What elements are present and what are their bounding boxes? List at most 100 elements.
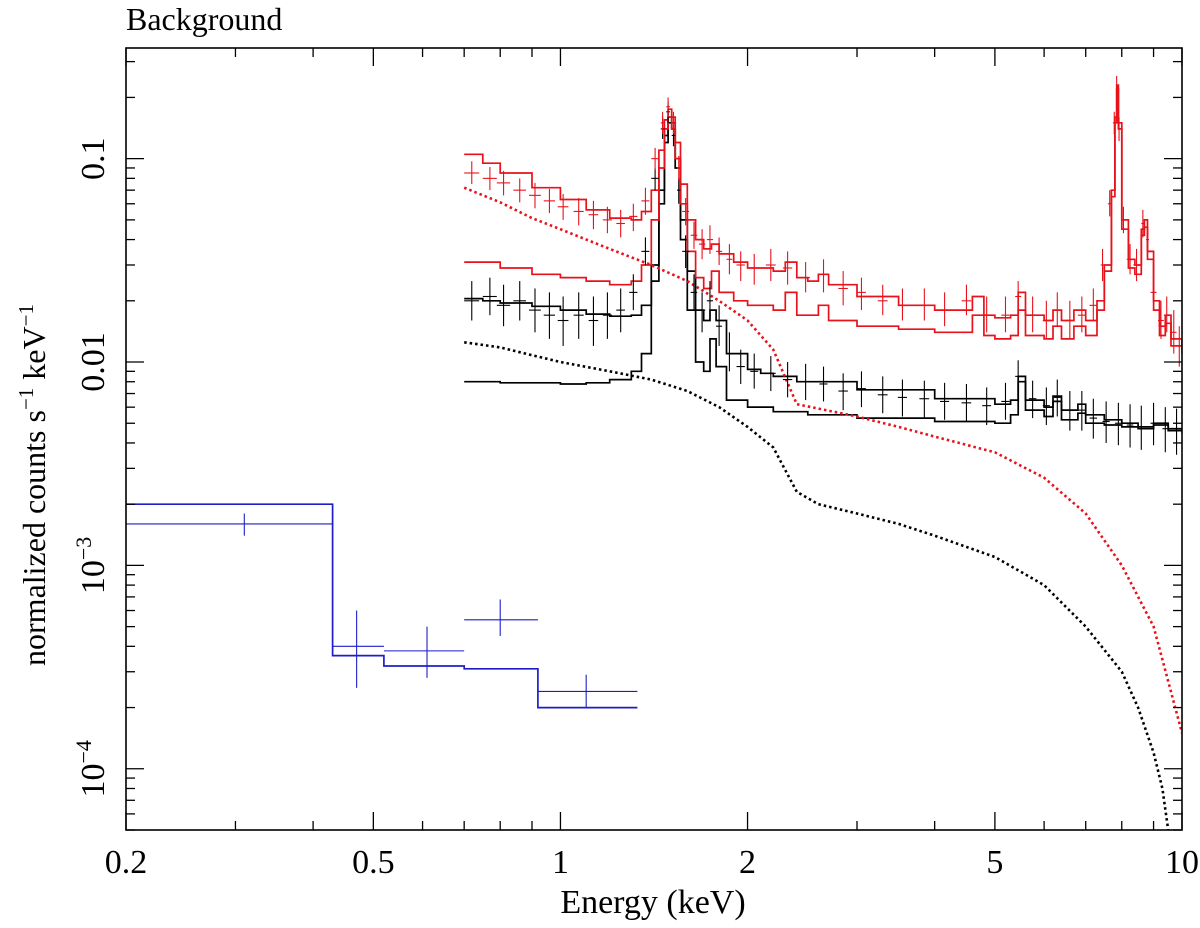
black-data-point [1042, 387, 1050, 426]
red-data-point [706, 225, 714, 254]
x-tick-label: 5 [986, 844, 1003, 881]
black-model-total-line [464, 116, 1182, 431]
plot-area [126, 75, 1182, 830]
series-black-data [464, 101, 1180, 455]
black-data-point [641, 237, 650, 265]
red-data-point [1158, 300, 1164, 339]
y-axis-label-sup2: −1 [14, 304, 38, 326]
black-data-point [706, 281, 714, 321]
red-data-point [616, 209, 625, 238]
y-tick-label: 10−3 [71, 537, 112, 594]
black-data-point [573, 292, 584, 339]
red-data-point [543, 188, 555, 214]
red-data-point [1015, 281, 1022, 311]
blue-data-point [383, 626, 465, 678]
red-data-point [801, 262, 810, 293]
red-data-point [1145, 225, 1150, 254]
black-data-point [528, 288, 541, 333]
red-model-total-line [464, 84, 1182, 346]
red-data-point [1042, 300, 1050, 339]
red-data-point [1121, 206, 1126, 234]
black-data-point [616, 288, 625, 333]
red-data-point [1170, 310, 1177, 354]
red-data-point [1001, 296, 1010, 333]
red-data-point [482, 166, 497, 191]
red-data-point [765, 248, 776, 282]
red-data-point [588, 200, 599, 230]
red-data-point [726, 244, 733, 275]
red-data-point [982, 296, 992, 333]
red-data-point [919, 288, 930, 321]
black-data-point [464, 281, 480, 321]
black-data-point [677, 178, 681, 204]
red-data-point [1126, 244, 1134, 275]
series-red-model-total [464, 84, 1182, 346]
black-data-point [819, 366, 828, 402]
red-data-point [671, 111, 676, 135]
red-data-point [1117, 117, 1121, 142]
y-tick-label: 10−4 [71, 740, 112, 797]
black-data-point [682, 235, 690, 268]
red-data-point [1066, 300, 1074, 339]
red-data-point [782, 251, 793, 285]
black-data-point [1015, 360, 1022, 394]
red-data-point [1107, 190, 1112, 217]
black-data-point [1066, 391, 1074, 431]
red-data-point [1089, 288, 1098, 321]
blue-data-point [537, 674, 638, 708]
black-data-point [940, 382, 950, 420]
black-data-point [838, 373, 848, 411]
black-data-point [557, 296, 569, 346]
black-data-point [1077, 391, 1086, 431]
red-data-point [690, 221, 698, 249]
black-data-point [1028, 380, 1037, 419]
y-axis-label-sup1: −1 [14, 388, 38, 410]
x-tick-label: 1 [552, 844, 569, 881]
red-data-point [838, 271, 848, 306]
black-data-point [1173, 408, 1180, 455]
black-data-point [782, 362, 793, 398]
blue-data-point [126, 513, 333, 536]
y-tick-label: 0.1 [75, 137, 112, 180]
black-data-point [1138, 405, 1145, 450]
series-blue-data [126, 513, 638, 708]
red-data-point [573, 198, 584, 226]
red-data-point [528, 182, 541, 209]
black-data-point [690, 274, 698, 311]
series-black-model-continuum [464, 341, 1170, 830]
black-data-point [496, 284, 511, 327]
red-data-point [496, 170, 511, 196]
red-data-point [557, 194, 569, 220]
plot-frame [125, 47, 1183, 831]
red-data-point [666, 97, 670, 118]
black-data-point [543, 292, 555, 339]
red-data-point [464, 161, 480, 185]
red-data-point [1176, 326, 1182, 367]
black-data-point [1053, 379, 1061, 417]
black-data-point [1150, 402, 1157, 446]
x-axis-label: Energy (keV) [560, 884, 745, 921]
black-data-point [1126, 404, 1134, 448]
black-data-point [961, 383, 972, 422]
red-data-point [641, 187, 650, 215]
x-tick-label: 2 [739, 844, 756, 881]
black-model-lines-line [464, 121, 1182, 433]
red-data-point [1141, 209, 1145, 238]
black-data-point [750, 353, 759, 389]
black-data-point [482, 277, 497, 316]
red-data-point [750, 253, 759, 285]
black-data-point [1114, 402, 1122, 446]
series-blue-model [126, 503, 638, 709]
black-data-point [1162, 407, 1169, 453]
red-data-point [1115, 75, 1118, 96]
black-data-point [1102, 401, 1110, 443]
red-data-point [1112, 111, 1116, 135]
red-data-point [651, 147, 659, 170]
red-data-point [1150, 274, 1157, 311]
black-data-point [857, 371, 866, 408]
black-data-point [726, 332, 733, 372]
red-data-point [513, 178, 526, 203]
y-tick-base: 10 [75, 764, 112, 798]
